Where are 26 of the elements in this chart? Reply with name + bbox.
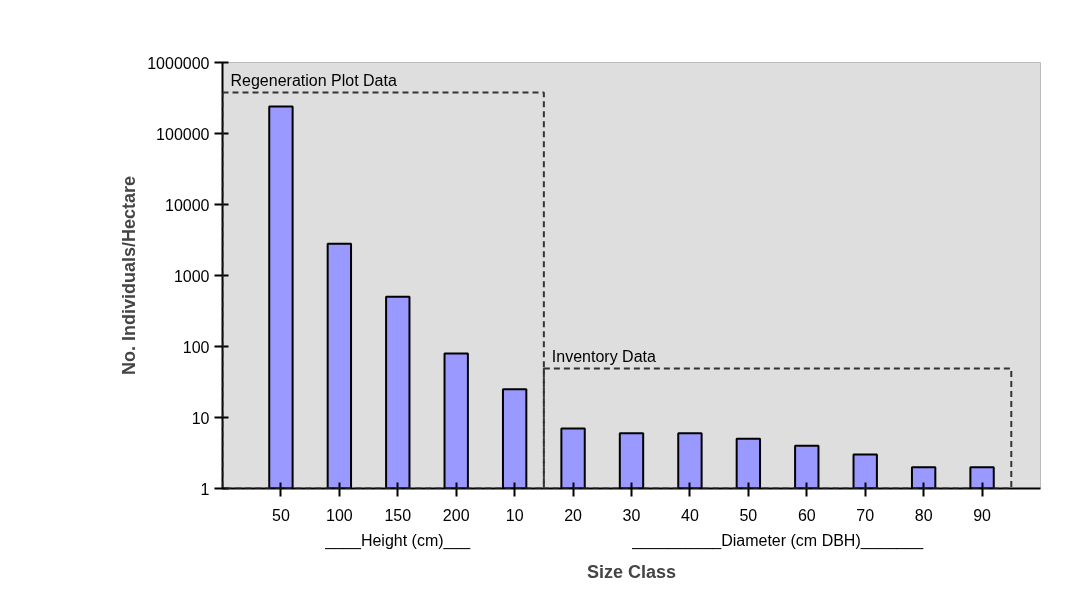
x-tick-label: 100 [326, 506, 353, 524]
x-tick-label: 90 [973, 506, 992, 524]
x-tick-label: 150 [384, 506, 412, 524]
text: __________Diameter (cm DBH)_______ [631, 531, 925, 550]
y-axis-title: No. Individuals/Hectare [119, 175, 140, 376]
x-tick-label: 70 [856, 506, 875, 524]
text: ____Height (cm)___ [324, 531, 472, 550]
x-tick-label: 50 [272, 506, 290, 524]
y-tick-label: 1 [200, 480, 210, 498]
x-tick-label: 40 [681, 506, 699, 524]
y-tick-label: 100 [182, 338, 210, 356]
x-tick-label: 80 [914, 506, 933, 524]
x-tick-label: 60 [797, 506, 816, 524]
y-tick-label: 100000 [156, 125, 210, 143]
y-tick-label: 10000 [165, 196, 210, 214]
annotation: Inventory Data [551, 347, 657, 365]
y-tick-label: 10 [191, 409, 210, 427]
x-tick-label: 30 [622, 506, 641, 524]
y-tick-label: 1000000 [147, 54, 210, 72]
x-tick-label: 200 [442, 506, 470, 524]
x-tick-label: 20 [564, 506, 583, 524]
x-tick-label: 50 [739, 506, 758, 524]
y-tick-label: 1000 [173, 267, 210, 285]
x-axis-title: Size Class [586, 561, 677, 582]
annotation: Regeneration Plot Data [230, 71, 397, 89]
x-tick-label: 10 [505, 506, 524, 524]
